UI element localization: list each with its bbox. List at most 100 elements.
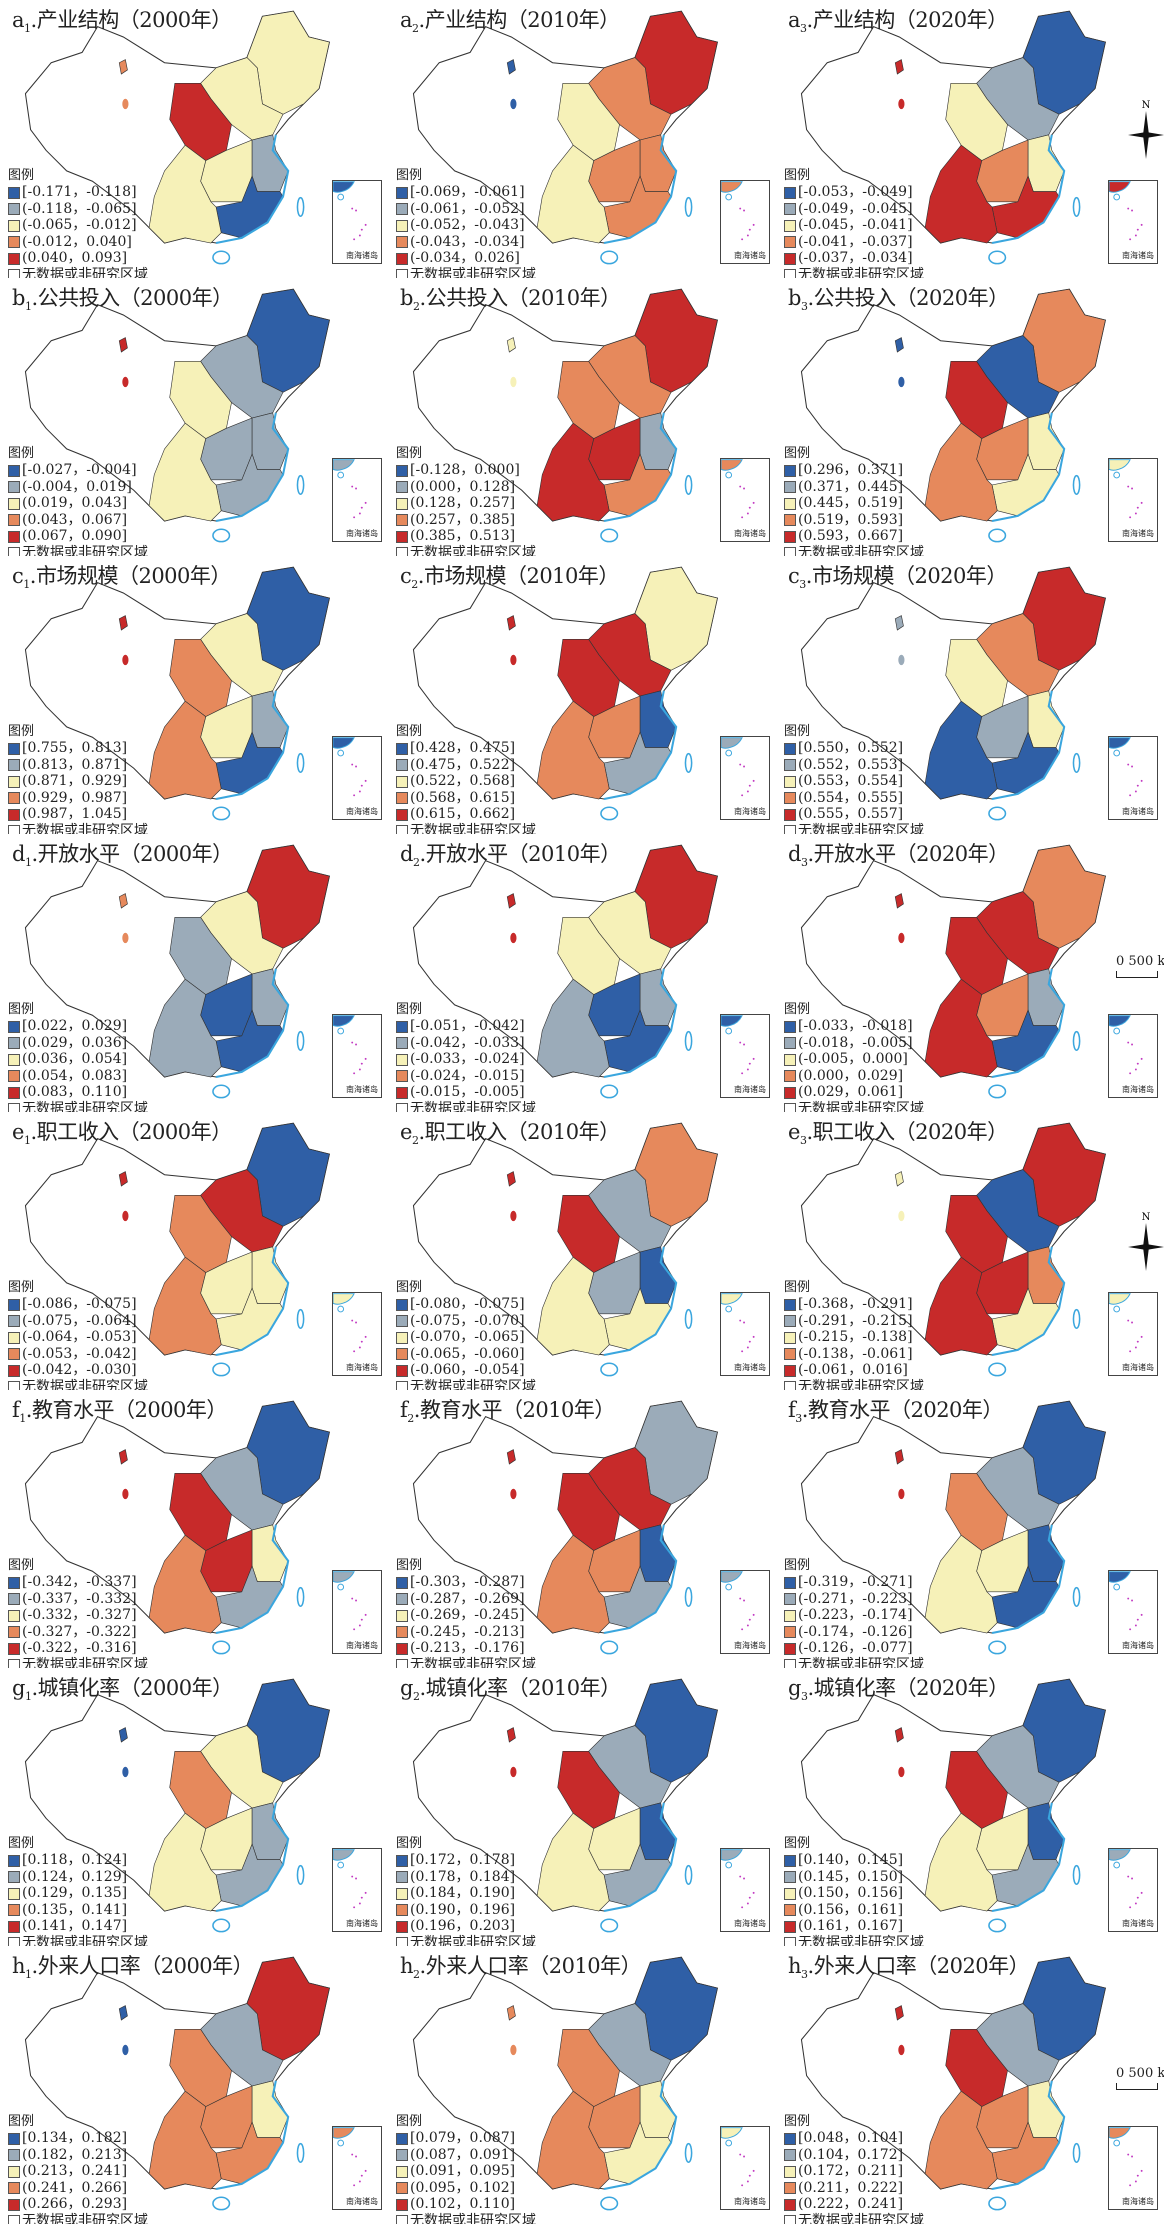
- legend-range: [0.134，0.182]: [22, 2130, 128, 2146]
- legend-range: (0.266，0.293]: [22, 2196, 128, 2212]
- legend-item: [0.755，0.813]: [8, 740, 148, 758]
- legend-swatch: [8, 1593, 20, 1606]
- coastline: [603, 1524, 678, 1635]
- coastline: [991, 968, 1066, 1079]
- legend-item: (0.091，0.095]: [396, 2163, 536, 2181]
- region-xinjiang: [118, 1171, 128, 1187]
- taiwan-island: [684, 1030, 693, 1052]
- legend: 图例 [-0.128，0.000] (0.000，0.128] (0.128，0.25…: [396, 446, 536, 556]
- legend-range: (-0.075，-0.064]: [22, 1312, 137, 1329]
- legend-no-data-label: 无数据或非研究区域: [22, 1934, 148, 1946]
- inset-label: 南海诸岛: [346, 1919, 378, 1928]
- region-xinjiang-patch: [898, 932, 905, 944]
- legend-swatch: [396, 2215, 408, 2224]
- legend-item: (-0.005，0.000]: [784, 1051, 924, 1069]
- legend-item: (0.102，0.110]: [396, 2196, 536, 2214]
- north-label: N: [1141, 100, 1151, 111]
- panel-year: （2000年）: [118, 8, 232, 32]
- legend-range: (-0.061，0.016]: [798, 1362, 908, 1378]
- inset-map: [332, 181, 367, 241]
- legend-item: (0.553，0.554]: [784, 773, 924, 791]
- legend-item: (-0.138，-0.061]: [784, 1346, 924, 1363]
- legend-swatch: [8, 481, 20, 494]
- legend-swatch: [8, 1576, 20, 1589]
- inset-label: 南海诸岛: [1122, 1085, 1154, 1094]
- hainan-island: [600, 1918, 619, 1933]
- legend-item: (0.124，0.129]: [8, 1869, 148, 1886]
- legend-item: (0.554，0.555]: [784, 790, 924, 807]
- legend-item: (0.190，0.196]: [396, 1902, 536, 1919]
- inset-label: 南海诸岛: [734, 1363, 766, 1372]
- panel-variable: 城镇化率: [813, 1676, 897, 1700]
- china-map: [412, 288, 719, 543]
- legend-range: (0.555，0.557]: [798, 806, 904, 822]
- legend-swatch: [396, 481, 408, 494]
- region-xinjiang: [506, 1449, 516, 1465]
- taiwan-island: [684, 1308, 693, 1330]
- map-panel-a1: a1.产业结构（2000年） 图例 [-0.171，-0.118] (-0.118，-…: [0, 0, 388, 278]
- panel-letter: a: [400, 8, 413, 32]
- region-xinjiang-patch: [510, 1488, 517, 1500]
- legend-item: (0.522，0.568]: [396, 773, 536, 791]
- panel-variable: 市场规模: [811, 564, 895, 588]
- legend-swatch: [784, 1887, 796, 1900]
- legend-item: (-0.037，-0.034]: [784, 250, 924, 268]
- legend-swatch: [8, 1642, 20, 1655]
- china-map: [800, 1678, 1107, 1933]
- legend-item: (0.241，0.266]: [8, 2180, 148, 2197]
- region-southwest: [148, 144, 222, 244]
- region-southwest: [148, 978, 222, 1078]
- china-map: [24, 1400, 331, 1655]
- legend-item: [-0.033，-0.018]: [784, 1018, 924, 1036]
- panel-letter: e: [400, 1120, 412, 1144]
- legend-range: (-0.064，-0.053]: [22, 1329, 137, 1345]
- panel-letter: d: [788, 842, 801, 866]
- legend: 图例 [0.428，0.475] (0.475，0.522] (0.522，0.568…: [396, 724, 536, 834]
- legend-swatch: [784, 1348, 796, 1361]
- legend-swatch: [396, 2132, 408, 2145]
- legend-swatch: [396, 1037, 408, 1050]
- legend-item: (-0.213，-0.176]: [396, 1640, 536, 1658]
- legend-item: (-0.269，-0.245]: [396, 1607, 536, 1625]
- coastline: [603, 412, 678, 523]
- legend-item-no-data: 无数据或非研究区域: [396, 823, 536, 834]
- legend-item: (0.222，0.241]: [784, 2196, 924, 2214]
- legend-item: (-0.034，0.026]: [396, 250, 536, 268]
- legend-item: (-0.075，-0.070]: [396, 1313, 536, 1330]
- map-panel-h2: h2.外来人口率（2010年） 图例 [0.079，0.087] (0.087，0.0…: [388, 1946, 776, 2224]
- legend-swatch: [8, 186, 20, 199]
- legend: 图例 [0.140，0.145] (0.145，0.150] (0.150，0.156…: [784, 1836, 924, 1946]
- legend-range: (0.040，0.093]: [22, 250, 128, 266]
- coastline: [215, 690, 290, 801]
- legend-swatch: [396, 808, 408, 821]
- legend-swatch: [8, 1070, 20, 1083]
- hainan-island: [600, 1640, 619, 1655]
- region-southwest: [536, 144, 610, 244]
- panel-variable: 开放水平: [813, 842, 897, 866]
- legend-swatch: [396, 1642, 408, 1655]
- hainan-island: [212, 528, 231, 543]
- legend-range: (0.054，0.083]: [22, 1067, 128, 1084]
- legend-swatch: [8, 1609, 20, 1622]
- taiwan-island: [296, 2142, 305, 2164]
- legend-swatch: [396, 203, 408, 216]
- legend-item-no-data: 无数据或非研究区域: [396, 545, 536, 556]
- inset-map: [1108, 737, 1143, 797]
- legend-no-data-label: 无数据或非研究区域: [798, 266, 924, 278]
- map-panel-a2: a2.产业结构（2010年） 图例 [-0.069，-0.061] (-0.061，-…: [388, 0, 776, 278]
- panel-title: f2.教育水平（2010年）: [400, 1398, 615, 1426]
- panel-title: f1.教育水平（2000年）: [12, 1398, 227, 1426]
- south-china-sea-inset: 南海诸岛: [1108, 180, 1158, 264]
- legend-item: (-0.053，-0.042]: [8, 1346, 148, 1363]
- legend-item: (0.519，0.593]: [784, 512, 924, 529]
- coastline: [991, 2080, 1066, 2191]
- legend-swatch: [396, 1381, 408, 1390]
- legend-range: (-0.075，-0.070]: [410, 1312, 525, 1329]
- legend-swatch: [784, 1609, 796, 1622]
- panel-letter: c: [400, 564, 412, 588]
- legend-range: (-0.004，0.019]: [22, 478, 132, 495]
- legend-no-data-label: 无数据或非研究区域: [798, 2212, 924, 2224]
- region-southwest: [536, 1256, 610, 1356]
- legend-item: (0.036，0.054]: [8, 1051, 148, 1069]
- legend-heading: 图例: [8, 1280, 35, 1295]
